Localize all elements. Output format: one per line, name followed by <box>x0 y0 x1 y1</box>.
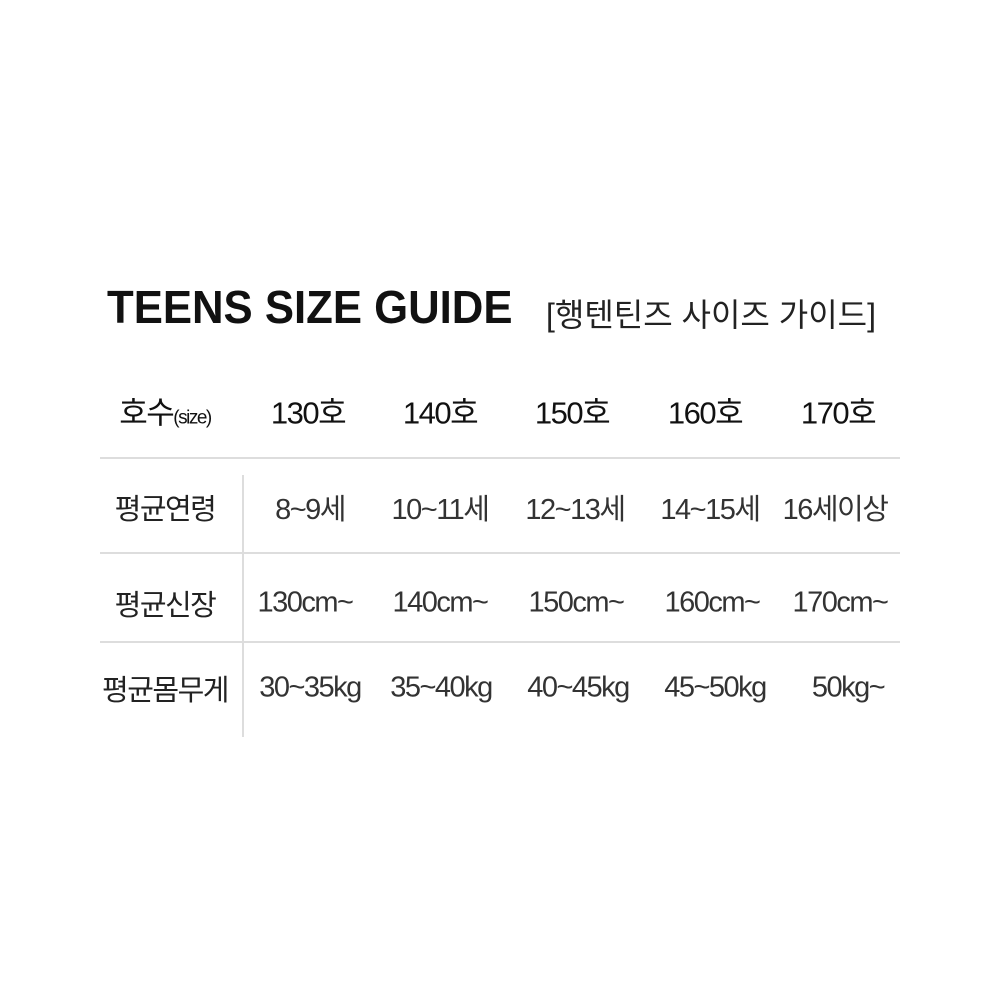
table-cell: 130cm~ <box>257 586 354 619</box>
row-divider <box>100 457 900 459</box>
column-divider <box>242 475 244 737</box>
row-label: 평균몸무게 <box>102 675 229 707</box>
column-header: 170호 <box>800 395 877 431</box>
table-cell: 8~9세 <box>275 494 346 526</box>
row-label: 평균연령 <box>114 494 217 526</box>
table-cell: 35~40kg <box>390 671 493 704</box>
table-cell: 30~35kg <box>259 671 362 704</box>
table-cell: 140cm~ <box>392 586 489 619</box>
table-cell: 14~15세 <box>660 494 761 526</box>
page-title: TEENS SIZE GUIDE <box>107 281 513 333</box>
column-header: 130호 <box>270 395 347 431</box>
header-size-label: 호수(size) <box>119 388 212 433</box>
table-cell: 12~13세 <box>525 494 626 526</box>
table-cell: 160cm~ <box>664 586 761 619</box>
table-cell: 10~11세 <box>391 494 490 526</box>
page-subtitle: [행텐틴즈 사이즈 가이드] <box>546 297 876 333</box>
column-header: 160호 <box>667 395 744 431</box>
header-label-text: 호수 <box>119 395 175 431</box>
column-header: 140호 <box>402 395 479 431</box>
row-label: 평균신장 <box>114 590 217 622</box>
column-header: 150호 <box>534 395 611 431</box>
row-divider <box>100 641 900 643</box>
row-divider <box>100 552 900 554</box>
table-cell: 50kg~ <box>811 671 886 704</box>
table-cell: 40~45kg <box>527 671 630 704</box>
table-cell: 170cm~ <box>792 586 889 619</box>
header-label-suffix: (size) <box>173 407 212 429</box>
table-cell: 16세이상 <box>782 494 889 526</box>
table-cell: 45~50kg <box>664 671 767 704</box>
table-cell: 150cm~ <box>528 586 625 619</box>
